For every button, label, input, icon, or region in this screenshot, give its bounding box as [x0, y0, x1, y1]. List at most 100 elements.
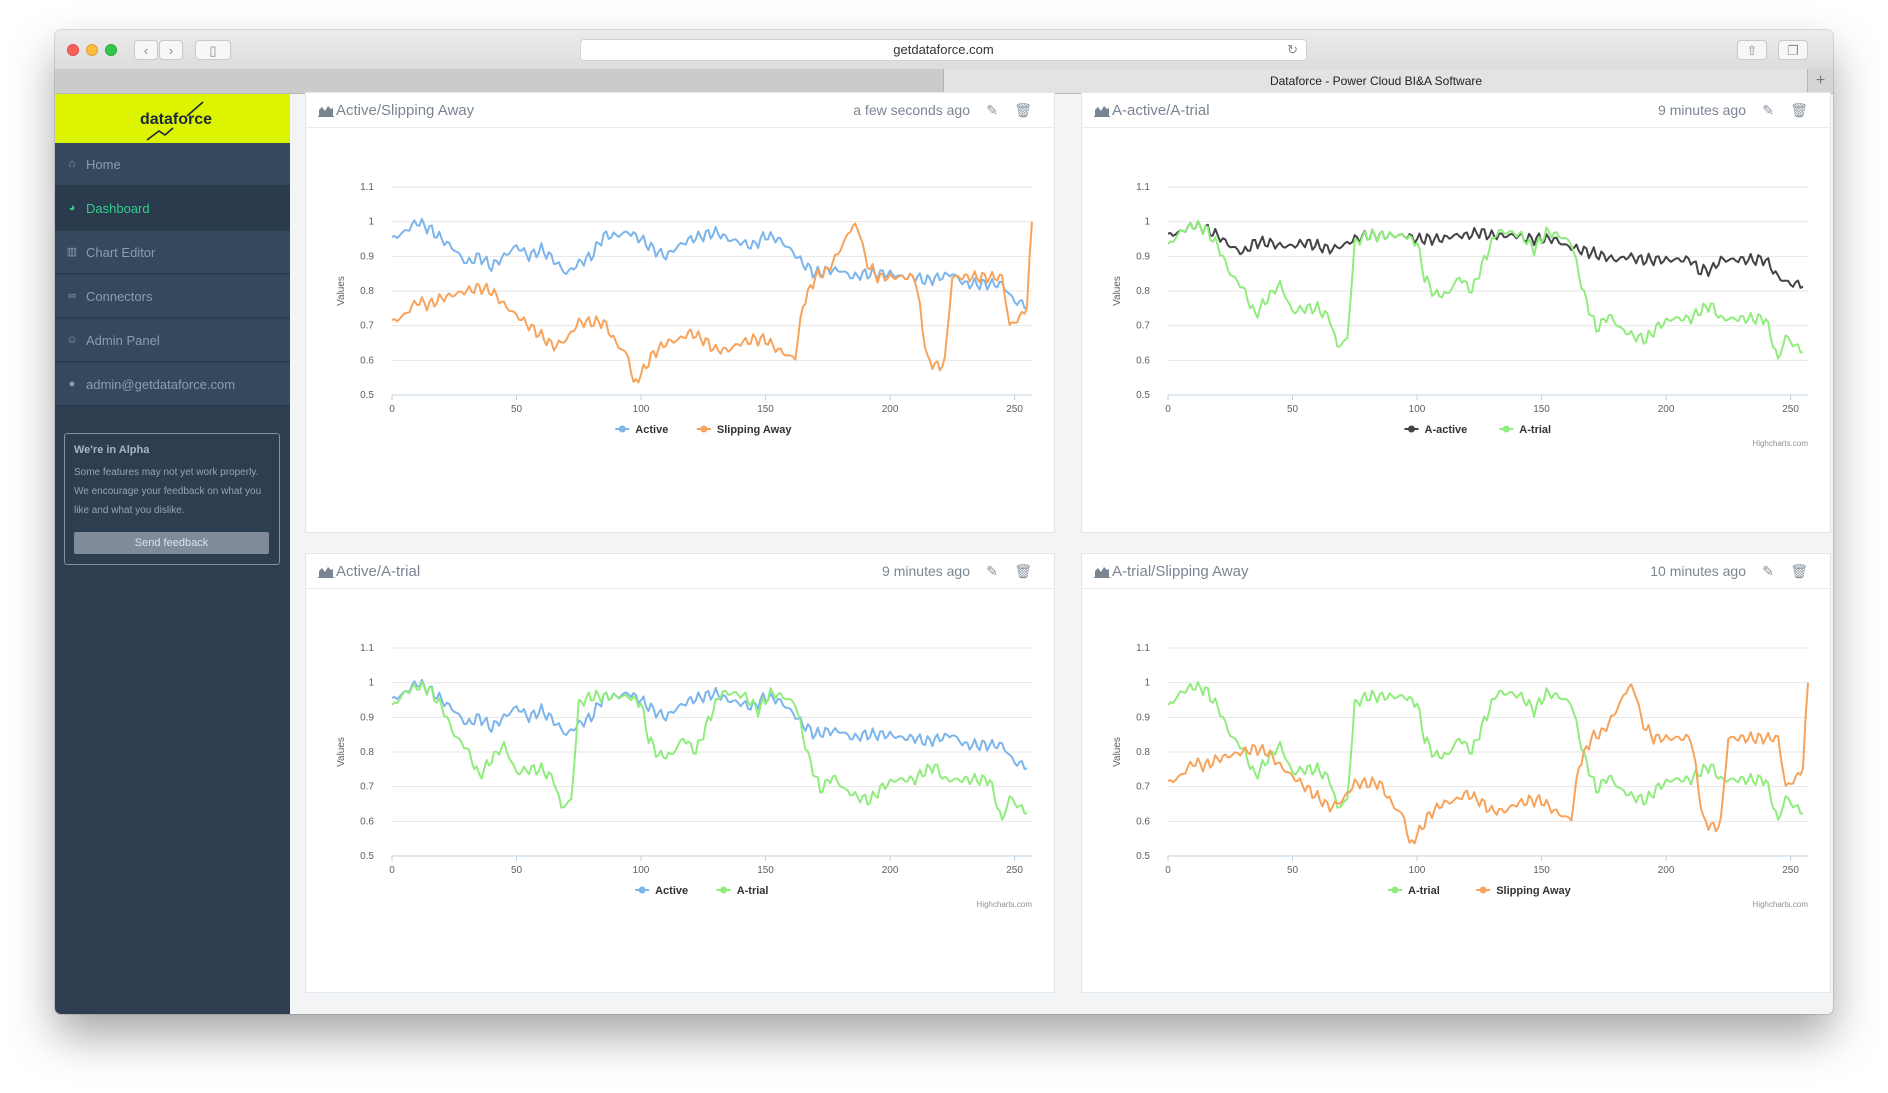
trash-icon[interactable]: 🗑 [1014, 563, 1032, 579]
series-line-slipping-away[interactable] [391, 221, 1033, 384]
card-header: A-trial/Slipping Away 10 minutes ago ✎ 🗑 [1082, 554, 1830, 588]
minimize-window-button[interactable] [86, 44, 98, 56]
share-button[interactable]: ⇧ [1737, 40, 1767, 60]
series-line-active[interactable] [391, 217, 1028, 309]
y-axis-label: Values [336, 737, 347, 767]
line-chart: 0.5 0.6 0.7 0.8 0.9 1 1.1 0 50 100 150 200 250 Values… [336, 182, 1033, 436]
maximize-window-button[interactable] [105, 44, 117, 56]
back-button[interactable]: ‹ [134, 40, 158, 60]
pencil-icon[interactable]: ✎ [1762, 563, 1774, 579]
close-window-button[interactable] [67, 44, 79, 56]
series-line-a-trial[interactable] [1167, 220, 1803, 360]
alpha-notice: We're in Alpha Some features may not yet… [64, 433, 280, 565]
trash-icon[interactable]: 🗑 [1014, 102, 1032, 118]
legend-item[interactable]: Slipping Away [696, 424, 792, 436]
series-line-a-active[interactable] [1167, 220, 1804, 289]
x-tick-label: 250 [1006, 404, 1023, 415]
card-title-text: A-trial/Slipping Away [1112, 563, 1249, 580]
chevron-left-icon: ‹ [143, 43, 149, 58]
legend-item[interactable]: A-trial [1388, 885, 1440, 897]
chevron-right-icon: › [168, 43, 174, 58]
series-line-active[interactable] [391, 678, 1028, 770]
sidebar-item-label: Connectors [86, 289, 153, 304]
tabs-overview-button[interactable]: ❐ [1778, 40, 1808, 60]
area-chart-icon [318, 106, 334, 117]
trash-icon[interactable]: 🗑 [1790, 563, 1808, 579]
y-tick-label: 0.7 [360, 321, 374, 332]
sidebar-item-connectors[interactable]: ∞ Connectors [55, 275, 290, 318]
legend-item[interactable]: A-trial [1499, 424, 1551, 436]
sidebar-item-dashboard[interactable]: ◕ Dashboard [55, 187, 290, 230]
sidebar-item-label: admin@getdataforce.com [86, 377, 236, 392]
y-tick-label: 0.6 [360, 816, 374, 827]
y-tick-label: 0.9 [360, 712, 374, 723]
sidebar-item-admin-panel[interactable]: ☺ Admin Panel [55, 319, 290, 362]
x-tick-label: 0 [1165, 865, 1171, 876]
y-tick-label: 1 [368, 217, 374, 228]
sidebar-item-chart-editor[interactable]: ▥ Chart Editor [55, 231, 290, 274]
legend-item[interactable]: Active [615, 424, 668, 436]
tab-dataforce[interactable]: Dataforce - Power Cloud BI&A Software [944, 69, 1808, 93]
trash-icon[interactable]: 🗑 [1790, 102, 1808, 118]
reload-icon[interactable]: ↻ [1287, 42, 1298, 57]
card-title: A-trial/Slipping Away [1094, 563, 1248, 580]
sidebar-item-admin[interactable]: ● admin@getdataforce.com [55, 363, 290, 406]
new-tab-button[interactable]: + [1807, 69, 1833, 93]
tab-blank[interactable] [55, 69, 944, 93]
send-feedback-button[interactable]: Send feedback [74, 532, 269, 554]
sidebar: dataforce ⌂ Home ◕ Dashboard ▥ Chart Editor ∞ C… [55, 94, 290, 1014]
highcharts-credit[interactable]: Highcharts.com [1752, 439, 1808, 448]
card-updated-time: 9 minutes ago [882, 563, 970, 579]
tabs-icon: ❐ [1787, 43, 1799, 58]
x-tick-label: 0 [389, 865, 395, 876]
sidebar-item-label: Chart Editor [86, 245, 156, 260]
x-tick-label: 100 [1409, 865, 1426, 876]
y-axis-label: Values [336, 276, 347, 306]
highcharts-credit[interactable]: Highcharts.com [976, 900, 1032, 909]
card-header: Active/A-trial 9 minutes ago ✎ 🗑 [306, 554, 1054, 588]
y-tick-label: 0.8 [360, 747, 374, 758]
area-chart-icon [1094, 106, 1110, 117]
x-tick-label: 100 [633, 865, 650, 876]
legend-item[interactable]: Slipping Away [1476, 885, 1572, 897]
y-axis-label: Values [1112, 276, 1123, 306]
bar-chart-icon: ▥ [66, 246, 78, 258]
y-tick-label: 1 [368, 678, 374, 689]
card-title-text: Active/A-trial [336, 563, 421, 580]
card-header: Active/Slipping Away a few seconds ago ✎ 🗑 [306, 93, 1054, 127]
sidebar-toggle-button[interactable]: ▯ [195, 40, 231, 60]
legend-marker [1502, 425, 1510, 433]
tab-bar: Dataforce - Power Cloud BI&A Software + [55, 69, 1833, 94]
pencil-icon[interactable]: ✎ [986, 102, 998, 118]
legend-item[interactable]: A-active [1404, 424, 1468, 436]
logo[interactable]: dataforce [55, 94, 290, 143]
admin-icon: ☺ [66, 334, 78, 346]
sidebar-item-home[interactable]: ⌂ Home [55, 143, 290, 186]
y-tick-label: 0.8 [1136, 286, 1150, 297]
line-chart: 0.5 0.6 0.7 0.8 0.9 1 1.1 0 50 100 150 200 250 Values… [336, 643, 1032, 909]
pencil-icon[interactable]: ✎ [1762, 102, 1774, 118]
legend-item[interactable]: Active [635, 885, 688, 897]
x-tick-label: 0 [389, 404, 395, 415]
chart-area: 0.5 0.6 0.7 0.8 0.9 1 1.1 0 50 100 150 200 250 Values… [306, 588, 1054, 993]
legend-label: Slipping Away [1496, 885, 1571, 897]
x-tick-label: 150 [757, 404, 774, 415]
x-tick-label: 0 [1165, 404, 1171, 415]
share-icon: ⇧ [1746, 43, 1758, 58]
address-bar[interactable]: getdataforce.com ↻ [580, 39, 1307, 61]
y-tick-label: 0.5 [360, 390, 374, 401]
pencil-icon[interactable]: ✎ [986, 563, 998, 579]
y-tick-label: 0.9 [360, 251, 374, 262]
y-tick-label: 0.8 [360, 286, 374, 297]
sidebar-icon: ▯ [209, 43, 217, 58]
legend-item[interactable]: A-trial [716, 885, 769, 897]
forward-button[interactable]: › [159, 40, 183, 60]
series-line-a-trial[interactable] [391, 681, 1027, 821]
y-tick-label: 0.9 [1136, 251, 1150, 262]
series-line-slipping-away[interactable] [1167, 682, 1809, 845]
chart-area: 0.5 0.6 0.7 0.8 0.9 1 1.1 0 50 100 150 200 250 Values… [1082, 588, 1830, 993]
chart-area: 0.5 0.6 0.7 0.8 0.9 1 1.1 0 50 100 150 200 250 Values… [306, 127, 1054, 533]
highcharts-credit[interactable]: Highcharts.com [1752, 900, 1808, 909]
x-tick-label: 50 [511, 404, 523, 415]
x-tick-label: 200 [882, 404, 899, 415]
